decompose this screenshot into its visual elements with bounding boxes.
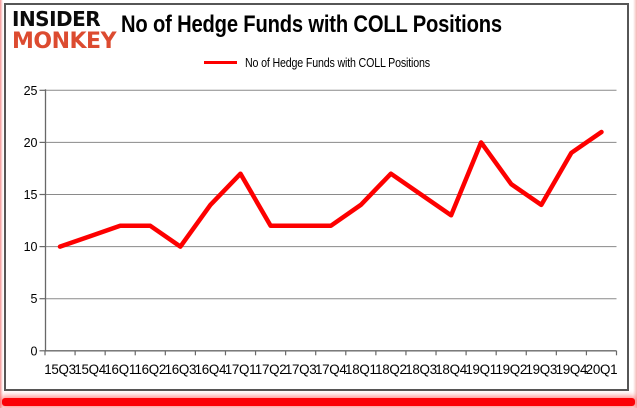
y-axis-label: 25	[24, 84, 38, 98]
x-axis-label: 16Q1	[104, 362, 136, 377]
x-axis-label: 15Q3	[44, 362, 76, 377]
legend-label: No of Hedge Funds with COLL Positions	[245, 54, 430, 70]
y-axis-label: 20	[24, 136, 38, 150]
x-axis-label: 20Q1	[586, 362, 618, 377]
chart-frame-border	[4, 3, 629, 391]
bottom-red-bar	[2, 398, 635, 406]
x-axis-label: 19Q3	[526, 362, 558, 377]
left-red-glow-edge	[0, 0, 3, 408]
x-axis-label: 17Q2	[255, 362, 287, 377]
logo-word-insider: INSIDER	[12, 7, 101, 31]
y-axis-label: 0	[31, 344, 38, 358]
x-axis-label: 15Q4	[74, 362, 106, 377]
legend-line-swatch	[204, 60, 237, 64]
y-axis-label: 15	[24, 188, 38, 202]
x-axis-label: 19Q2	[495, 362, 527, 377]
right-red-glow-edge	[633, 0, 637, 408]
x-axis-label: 18Q4	[435, 362, 467, 377]
x-axis-label: 19Q4	[556, 362, 588, 377]
series-line	[57, 129, 604, 249]
x-axis-label: 18Q3	[405, 362, 437, 377]
x-axis-label: 16Q2	[134, 362, 166, 377]
legend: No of Hedge Funds with COLL Positions	[204, 53, 471, 71]
x-axis-label: 19Q1	[465, 362, 497, 377]
x-axis-label: 16Q3	[165, 362, 197, 377]
x-axis-label: 17Q4	[315, 362, 347, 377]
x-axis-label: 17Q1	[225, 362, 257, 377]
logo-word-monkey: MONKEY	[12, 29, 117, 54]
chart-title: No of Hedge Funds with COLL Positions	[121, 11, 502, 38]
x-axis-label: 16Q4	[195, 362, 227, 377]
x-axis-label: 17Q3	[285, 362, 317, 377]
y-axis-label: 10	[24, 240, 38, 254]
y-axis-label: 5	[31, 292, 38, 306]
insider-monkey-logo: INSIDER MONKEY	[12, 9, 122, 53]
x-axis-label: 18Q1	[345, 362, 377, 377]
x-axis-label: 18Q2	[375, 362, 407, 377]
